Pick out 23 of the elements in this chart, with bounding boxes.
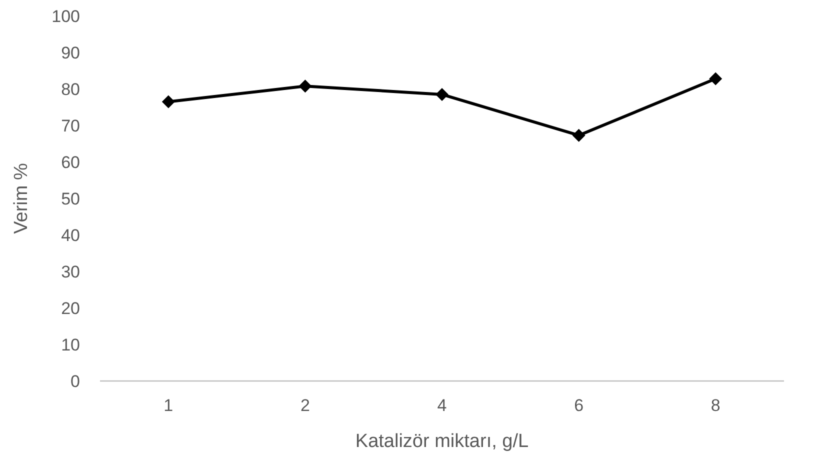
x-tick-label: 8 bbox=[710, 396, 720, 415]
y-tick-label: 100 bbox=[52, 6, 80, 26]
y-tick-label: 70 bbox=[61, 116, 80, 136]
x-tick-label: 2 bbox=[300, 396, 310, 415]
x-tick-label: 1 bbox=[164, 396, 174, 415]
point bbox=[162, 95, 175, 108]
y-tick-label: 20 bbox=[61, 298, 80, 318]
y-tick-label: 0 bbox=[70, 372, 80, 391]
y-tick-label: 30 bbox=[61, 262, 80, 282]
x-tick-label: 6 bbox=[574, 396, 584, 415]
x-tick-label: 4 bbox=[437, 396, 447, 415]
point bbox=[298, 80, 312, 93]
point bbox=[436, 88, 448, 101]
y-tick-label: 40 bbox=[61, 226, 80, 245]
y-tick-label: 60 bbox=[61, 152, 80, 172]
y-tick-label: 80 bbox=[61, 80, 80, 99]
y-tick-label: 50 bbox=[61, 189, 80, 208]
point bbox=[572, 128, 586, 142]
point bbox=[709, 72, 722, 86]
y-tick-label: 10 bbox=[61, 335, 80, 354]
y-tick-label: 90 bbox=[61, 43, 80, 62]
x-axis-title: Katalizör miktarı, g/L bbox=[355, 431, 529, 452]
y-axis-title: Verim % bbox=[11, 163, 32, 234]
